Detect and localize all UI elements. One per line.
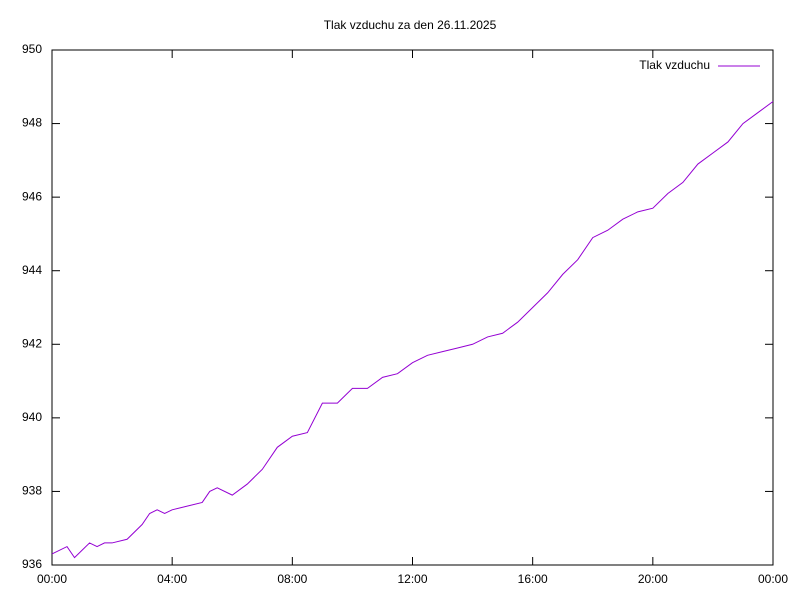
y-tick-label: 938 [22, 484, 42, 498]
chart-title: Tlak vzduchu za den 26.11.2025 [324, 18, 497, 32]
x-tick-label: 12:00 [397, 572, 427, 586]
y-tick-label: 944 [22, 263, 42, 277]
x-tick-label: 08:00 [277, 572, 307, 586]
y-tick-label: 948 [22, 116, 42, 130]
y-tick-label: 940 [22, 410, 42, 424]
x-tick-label: 00:00 [758, 572, 788, 586]
y-tick-label: 942 [22, 336, 42, 350]
x-tick-label: 16:00 [518, 572, 548, 586]
data-line [51, 101, 774, 559]
y-tick-label: 936 [22, 557, 42, 571]
y-tick-label: 946 [22, 189, 42, 203]
x-tick-label: 00:00 [37, 572, 67, 586]
legend-label: Tlak vzduchu [639, 58, 710, 72]
x-tick-label: 20:00 [638, 572, 668, 586]
x-tick-label: 04:00 [157, 572, 187, 586]
y-tick-label: 950 [22, 42, 42, 56]
